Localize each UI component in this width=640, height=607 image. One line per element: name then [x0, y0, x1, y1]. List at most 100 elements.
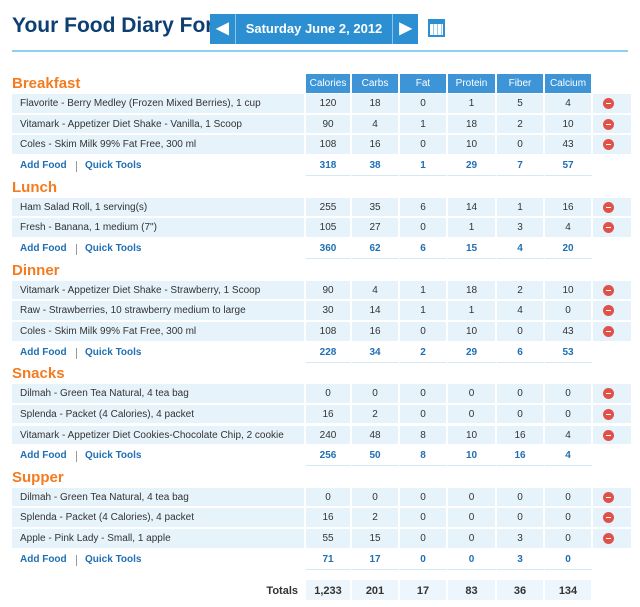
- nutrient-value: 8: [400, 425, 448, 447]
- food-name: Splenda - Packet (4 Calories), 4 packet: [12, 508, 306, 530]
- nutrient-value: 30: [306, 301, 352, 322]
- grand-total: 1,233: [306, 580, 352, 602]
- nutrient-value: 5: [497, 94, 545, 115]
- quick-tools-link[interactable]: Quick Tools: [85, 450, 142, 462]
- quick-tools-link[interactable]: Quick Tools: [85, 553, 142, 565]
- add-food-link[interactable]: Add Food: [20, 243, 67, 254]
- nutrient-value: 4: [352, 280, 400, 302]
- delete-button[interactable]: [603, 284, 614, 296]
- nutrient-value: 18: [448, 280, 497, 302]
- meal-total: 62: [352, 239, 400, 259]
- delete-button[interactable]: [603, 325, 614, 337]
- nutrient-value: 0: [448, 487, 497, 509]
- next-day[interactable]: ▶: [392, 14, 418, 44]
- delete-button[interactable]: [603, 98, 614, 109]
- quick-tools-link[interactable]: Quick Tools: [85, 346, 142, 358]
- nutrient-value: 35: [352, 197, 400, 219]
- nutrient-value: 48: [352, 425, 400, 447]
- nutrient-value: 0: [352, 384, 400, 405]
- meal-total: 8: [400, 446, 448, 467]
- column-header: Carbs: [352, 74, 400, 93]
- nutrient-value: 2: [497, 280, 545, 302]
- delete-button[interactable]: [603, 408, 614, 420]
- nutrient-value: 0: [497, 487, 545, 509]
- nutrient-value: 10: [448, 425, 497, 447]
- nutrient-value: 0: [400, 487, 448, 509]
- nutrient-value: 0: [448, 529, 497, 550]
- meal-total: 10: [448, 446, 497, 467]
- quick-tools-link[interactable]: Quick Tools: [85, 243, 142, 254]
- nutrient-value: 1: [400, 301, 448, 322]
- nutrient-value: 16: [352, 321, 400, 343]
- delete-button[interactable]: [603, 118, 614, 130]
- food-name: Vitamark - Appetizer Diet Shake - Vanill…: [12, 114, 306, 136]
- nutrient-value: 0: [497, 508, 545, 530]
- meal-total: 4: [545, 446, 593, 467]
- food-name: Coles - Skim Milk 99% Fat Free, 300 ml: [12, 321, 306, 343]
- separator: [76, 244, 77, 255]
- meal-total: 318: [306, 156, 352, 177]
- nutrient-value: 0: [545, 301, 593, 322]
- meal-total: 29: [448, 156, 497, 177]
- nutrient-value: 0: [448, 508, 497, 530]
- prev-day[interactable]: ◀: [210, 14, 236, 44]
- nutrient-value: 10: [545, 114, 593, 136]
- nutrient-value: 18: [448, 114, 497, 136]
- nutrient-value: 108: [306, 135, 352, 157]
- nutrient-value: 4: [545, 218, 593, 239]
- delete-button[interactable]: [603, 222, 614, 234]
- calendar-icon[interactable]: [428, 19, 445, 37]
- add-food-link[interactable]: Add Food: [20, 553, 67, 565]
- meal-title: Supper: [12, 468, 64, 486]
- nutrient-value: 16: [306, 404, 352, 426]
- meal-total: 17: [352, 549, 400, 570]
- grand-total: 36: [497, 580, 545, 602]
- nutrient-value: 2: [352, 404, 400, 426]
- grand-total: 201: [352, 580, 400, 602]
- delete-button[interactable]: [603, 491, 614, 503]
- delete-button[interactable]: [603, 429, 614, 441]
- delete-button[interactable]: [603, 305, 614, 317]
- grand-total: 134: [545, 580, 593, 602]
- nutrient-value: 18: [352, 94, 400, 115]
- nutrient-value: 0: [400, 135, 448, 157]
- delete-button[interactable]: [603, 201, 614, 213]
- meal-total: 1: [400, 156, 448, 177]
- nutrient-value: 0: [545, 529, 593, 550]
- quick-tools-link[interactable]: Quick Tools: [85, 160, 142, 172]
- nutrient-value: 108: [306, 321, 352, 343]
- delete-button[interactable]: [603, 533, 614, 545]
- add-food-link[interactable]: Add Food: [20, 160, 67, 172]
- delete-button[interactable]: [603, 388, 614, 400]
- nutrient-value: 4: [545, 425, 593, 447]
- nutrient-value: 120: [306, 94, 352, 115]
- add-food-link[interactable]: Add Food: [20, 450, 67, 462]
- nutrient-value: 10: [448, 321, 497, 343]
- nutrient-value: 16: [306, 508, 352, 530]
- food-name: Ham Salad Roll, 1 serving(s): [12, 197, 306, 219]
- nutrient-value: 43: [545, 135, 593, 157]
- nutrient-value: 0: [497, 135, 545, 157]
- meal-total: 57: [545, 156, 593, 177]
- nutrient-value: 55: [306, 529, 352, 550]
- divider: [12, 50, 628, 52]
- separator: [76, 347, 77, 359]
- delete-button[interactable]: [603, 512, 614, 524]
- food-name: Fresh - Banana, 1 medium (7"): [12, 218, 306, 239]
- meal-total: 3: [497, 549, 545, 570]
- food-name: Flavorite - Berry Medley (Frozen Mixed B…: [12, 94, 306, 115]
- meal-total: 50: [352, 446, 400, 467]
- nutrient-value: 0: [545, 384, 593, 405]
- column-header: Protein: [448, 74, 497, 93]
- nutrient-value: 0: [400, 94, 448, 115]
- food-name: Vitamark - Appetizer Diet Shake - Strawb…: [12, 280, 306, 302]
- meal-total: 16: [497, 446, 545, 467]
- column-header: Fat: [400, 74, 448, 93]
- nutrient-value: 0: [448, 384, 497, 405]
- food-name: Dilmah - Green Tea Natural, 4 tea bag: [12, 384, 306, 405]
- add-food-link[interactable]: Add Food: [20, 346, 67, 358]
- meal-title: Lunch: [12, 178, 57, 196]
- food-name: Splenda - Packet (4 Calories), 4 packet: [12, 404, 306, 426]
- nutrient-value: 2: [497, 114, 545, 136]
- delete-button[interactable]: [603, 139, 614, 151]
